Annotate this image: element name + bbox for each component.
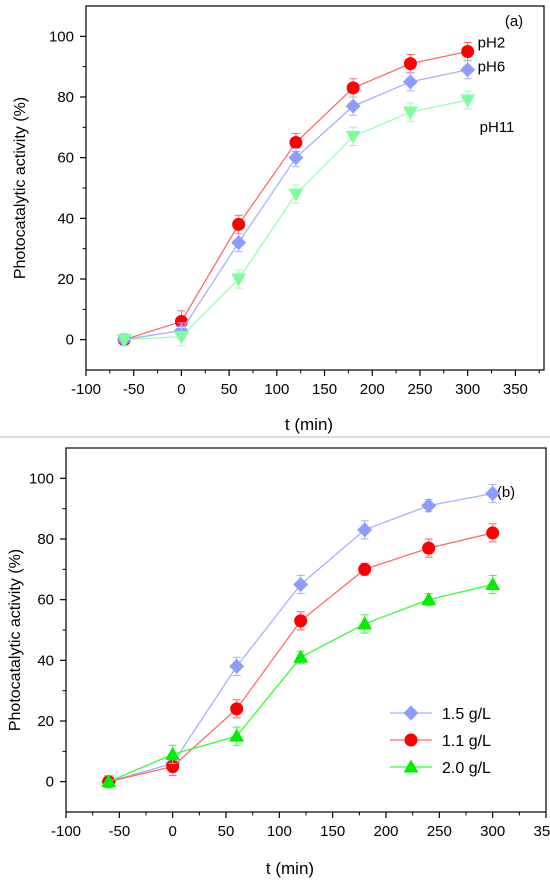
x-tick-label: -100 xyxy=(71,381,101,398)
legend: 1.5 g/L 1.1 g/L 2.0 g/L xyxy=(390,705,491,777)
x-tick-label: 200 xyxy=(360,381,385,398)
series-ph11: pH11 xyxy=(116,90,515,348)
data-point xyxy=(288,150,304,166)
data-point xyxy=(345,98,361,114)
legend-label: 2.0 g/L xyxy=(442,760,491,777)
data-point xyxy=(230,702,244,716)
data-point xyxy=(229,728,245,742)
x-tick-label: 200 xyxy=(373,823,398,840)
y-axis-label: Photocatalytic activity (%) xyxy=(7,549,24,731)
data-point xyxy=(231,235,247,251)
x-tick-label: 300 xyxy=(480,823,505,840)
data-point xyxy=(293,577,309,592)
y-tick-label: 20 xyxy=(37,713,54,730)
chart-panel-a: (a) t (min) Photocatalytic activity (%) … xyxy=(12,5,545,434)
data-point xyxy=(358,562,372,576)
legend-label: 1.1 g/L xyxy=(442,733,491,750)
x-tick-label: 100 xyxy=(264,381,289,398)
data-point xyxy=(485,577,501,590)
panel-label: (a) xyxy=(505,13,523,30)
legend-marker xyxy=(403,705,419,721)
y-tick-label: 100 xyxy=(49,28,74,45)
y-axis-label: Photocatalytic activity (%) xyxy=(12,97,29,279)
x-tick-label: 350 xyxy=(533,823,550,840)
data-point xyxy=(231,273,247,287)
y-tick-label: 0 xyxy=(46,774,54,791)
y-tick-label: 20 xyxy=(57,271,74,288)
data-point xyxy=(165,746,181,760)
x-tick-label: 0 xyxy=(168,823,176,840)
data-point xyxy=(357,522,373,538)
series-label: pH11 xyxy=(480,119,515,136)
x-tick-label: 100 xyxy=(267,823,292,840)
data-point xyxy=(294,614,308,628)
data-point xyxy=(173,331,189,345)
data-point xyxy=(461,45,475,58)
x-tick-label: -50 xyxy=(108,823,130,840)
data-point xyxy=(403,57,417,71)
x-tick-label: 50 xyxy=(221,381,238,398)
data-point xyxy=(288,188,304,202)
y-tick-label: 0 xyxy=(66,332,74,349)
x-tick-label: 250 xyxy=(407,381,432,398)
data-point xyxy=(422,541,436,555)
data-point xyxy=(345,130,361,144)
x-tick-label: 350 xyxy=(503,381,528,398)
x-tick-label: 300 xyxy=(455,381,480,398)
series-label: pH6 xyxy=(478,59,506,76)
data-point xyxy=(421,592,437,606)
legend-label: 1.5 g/L xyxy=(442,706,491,723)
y-tick-label: 40 xyxy=(37,652,54,669)
panel-label: (b) xyxy=(497,484,515,501)
data-point xyxy=(485,486,501,501)
x-tick-label: 0 xyxy=(177,381,185,398)
x-axis-label: t (min) xyxy=(266,859,314,878)
data-point xyxy=(116,334,132,348)
data-point xyxy=(460,94,476,108)
data-point xyxy=(357,616,373,630)
legend-marker xyxy=(403,759,419,773)
data-point xyxy=(460,62,476,78)
legend-marker xyxy=(404,733,418,747)
y-tick-label: 80 xyxy=(37,531,54,548)
data-point xyxy=(229,658,245,674)
data-point xyxy=(402,106,418,120)
x-tick-label: -50 xyxy=(123,381,145,398)
y-tick-label: 60 xyxy=(57,150,74,167)
chart-panel-b: (b) t (min) Photocatalytic activity (%) … xyxy=(7,447,550,878)
x-tick-label: -100 xyxy=(51,823,81,840)
x-tick-label: 150 xyxy=(320,823,345,840)
y-tick-label: 100 xyxy=(29,470,54,487)
data-point xyxy=(232,217,246,231)
y-tick-label: 60 xyxy=(37,592,54,609)
y-tick-label: 80 xyxy=(57,89,74,106)
y-tick-label: 40 xyxy=(57,210,74,227)
data-point xyxy=(289,136,303,149)
data-point xyxy=(101,774,117,788)
data-point xyxy=(421,498,437,514)
x-tick-label: 250 xyxy=(427,823,452,840)
series-2-0-g-l xyxy=(101,574,501,789)
x-tick-label: 150 xyxy=(312,381,337,398)
data-point xyxy=(346,81,360,95)
x-tick-label: 50 xyxy=(218,823,235,840)
series-label: pH2 xyxy=(478,35,506,52)
x-axis-label: t (min) xyxy=(285,415,333,434)
data-point xyxy=(402,74,418,90)
data-point xyxy=(486,526,500,540)
data-point xyxy=(293,649,309,663)
